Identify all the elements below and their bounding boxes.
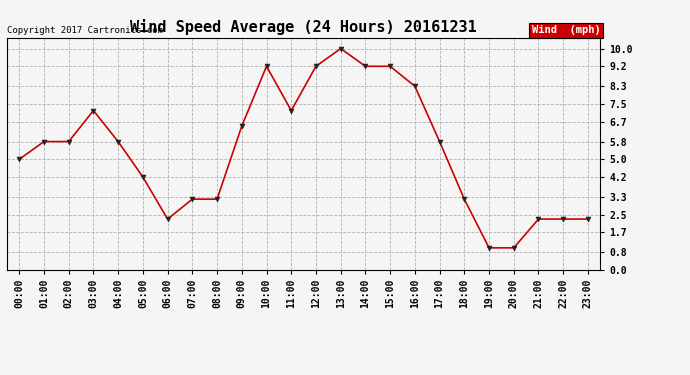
Title: Wind Speed Average (24 Hours) 20161231: Wind Speed Average (24 Hours) 20161231 <box>130 19 477 35</box>
Text: Wind  (mph): Wind (mph) <box>531 25 600 35</box>
Text: Copyright 2017 Cartronics.com: Copyright 2017 Cartronics.com <box>7 26 163 35</box>
